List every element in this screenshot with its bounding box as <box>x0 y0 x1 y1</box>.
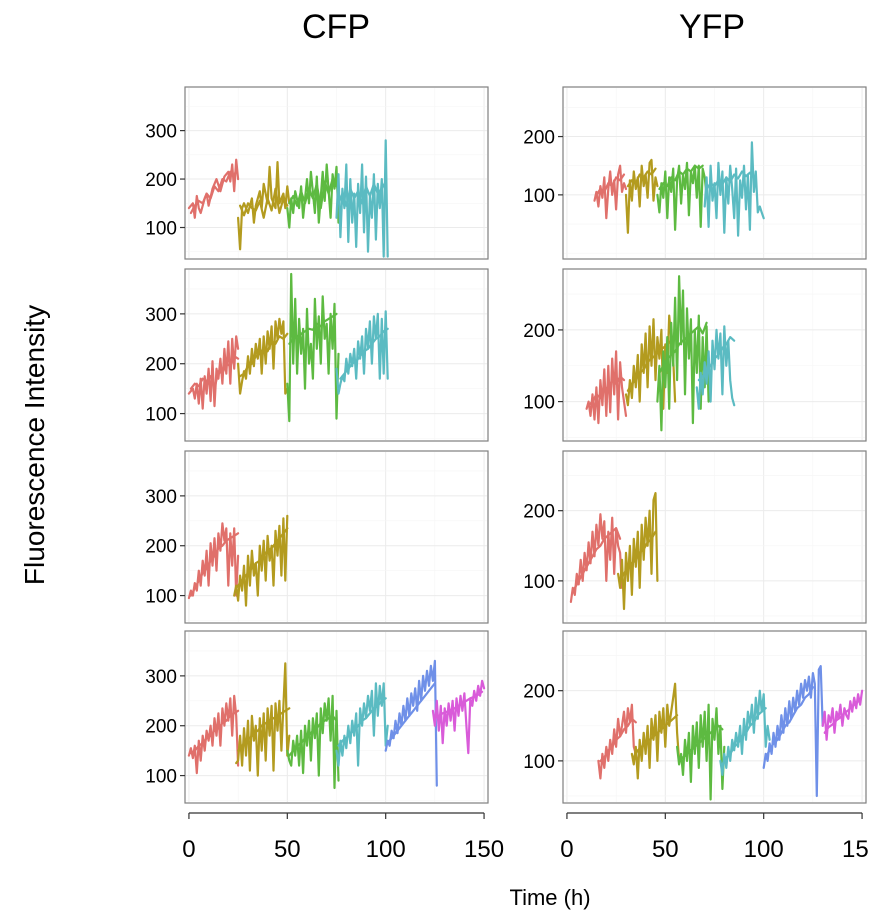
panel-cfp-row1-series-g3 <box>288 178 338 210</box>
panel-cfp-row4-series-g2 <box>237 707 291 752</box>
panel-yfp-row4-y-tick-label: 200 <box>523 682 555 703</box>
panel-yfp-row2-series-g4 <box>695 325 736 410</box>
panel-cfp-row2-series-g2 <box>237 317 289 395</box>
panel-cfp-row3-series-g2 <box>235 527 289 590</box>
panel-cfp-row1-series-g3 <box>286 163 340 229</box>
panel-yfp-row2-series-g3 <box>658 321 708 374</box>
panel-cfp-row4-y-tick-label: 200 <box>145 717 177 738</box>
panel-yfp-row4-series-g2 <box>632 714 679 759</box>
panel-cfp-row1-y-tick-label: 200 <box>145 170 177 191</box>
panel-yfp-row1-y-tick-label: 100 <box>523 186 555 207</box>
panel-yfp-row3-series-g2 <box>618 530 657 583</box>
panel-cfp-row4-series-g6 <box>431 679 486 755</box>
x-tick-label-yfp: 100 <box>744 836 784 863</box>
panel-yfp-row4-series-g5 <box>762 664 824 798</box>
panel-yfp-row4-series-g2 <box>630 682 681 780</box>
panel-cfp-row1-y-tick-label: 100 <box>145 219 177 240</box>
panel-yfp-row1-series-g3 <box>656 161 708 231</box>
panel-cfp-row2-y-tick-label: 300 <box>145 305 177 326</box>
panel-yfp-row1-series-g2 <box>626 167 657 188</box>
panel-cfp-row4-series-g6 <box>433 690 484 720</box>
panel-cfp-row2-series-g3 <box>288 312 338 345</box>
panel-cfp-row3-y-tick-label: 100 <box>145 587 177 608</box>
x-tick-label-yfp: 50 <box>652 836 679 863</box>
panel-yfp-row3-y-tick-label: 100 <box>523 572 555 593</box>
panel-yfp-row1-series-g1 <box>595 173 626 196</box>
panel-yfp-row2-series-g1 <box>587 375 626 407</box>
panel-cfp-row2-series-g2 <box>239 332 289 378</box>
panel-cfp-row1-series-g4 <box>337 180 387 207</box>
panel-yfp-row4-series-g4 <box>719 689 771 777</box>
panel-cfp-row1-series-g1 <box>189 168 238 215</box>
panel-yfp-row2-y-tick-label: 200 <box>523 321 555 342</box>
panel-yfp-row3-series-g1 <box>571 527 622 593</box>
x-tick-label-yfp: 150 <box>842 836 869 863</box>
column-title-cfp: CFP <box>302 8 370 46</box>
panel-yfp-row3-y-tick-label: 200 <box>523 502 555 523</box>
panel-yfp-row1-y-tick-label: 200 <box>523 128 555 149</box>
panel-yfp-row3-series-g2 <box>616 492 659 611</box>
panel-cfp-row3-series-g1 <box>189 532 240 597</box>
panel-yfp-row4-series-g3 <box>677 724 724 763</box>
panel-yfp-row1-series-g4 <box>705 170 756 191</box>
panel-yfp-row2-series-g1 <box>585 350 628 425</box>
panel-cfp-row4-series-g5 <box>384 659 438 787</box>
panel-cfp-row2-series-g4 <box>339 327 389 380</box>
panel-yfp-row4-series-g5 <box>764 686 815 759</box>
panel-yfp-row4-series-g1 <box>597 703 639 780</box>
x-tick-label-cfp: 100 <box>366 836 406 863</box>
panel-yfp-row4-series-g6 <box>823 697 862 734</box>
column-title-yfp: YFP <box>679 8 745 46</box>
panel-cfp-row1-y-tick-label: 300 <box>145 122 177 143</box>
panel-yfp-row2-y-tick-label: 100 <box>523 393 555 414</box>
panel-cfp-row3-y-tick-label: 200 <box>145 537 177 558</box>
panel-cfp-row1-series-g2 <box>237 161 291 251</box>
panel-yfp-row1-series-g3 <box>658 164 704 191</box>
panel-yfp-row1-series-g1 <box>593 164 628 220</box>
panel-cfp-row4-series-g3 <box>288 714 338 757</box>
panel-cfp-row2-y-tick-label: 200 <box>145 355 177 376</box>
panel-yfp-row4-y-tick-label: 100 <box>523 752 555 773</box>
panel-cfp-row3-y-tick-label: 300 <box>145 487 177 508</box>
x-tick-label-cfp: 0 <box>182 836 195 863</box>
panel-cfp-row4-y-tick-label: 100 <box>145 767 177 788</box>
y-axis-title: Fluorescence Intensity <box>19 305 50 585</box>
x-tick-label-yfp: 0 <box>560 836 573 863</box>
panel-yfp-row1-series-g4 <box>703 141 765 237</box>
panel-yfp-row4-series-g4 <box>721 707 767 766</box>
panel-yfp-row2-series-g4 <box>697 336 736 382</box>
x-tick-label-cfp: 50 <box>274 836 301 863</box>
x-tick-label-cfp: 150 <box>464 836 504 863</box>
panel-cfp-row4-series-g4 <box>337 697 387 747</box>
x-axis-title: Time (h) <box>509 885 590 910</box>
panel-yfp-row3-series-g1 <box>569 513 624 604</box>
panel-cfp-row2-series-g1 <box>187 335 240 410</box>
panel-cfp-row1-series-g2 <box>239 187 289 219</box>
panel-cfp-row1-series-g4 <box>335 139 389 258</box>
panel-cfp-row2-series-g3 <box>286 272 340 423</box>
panel-yfp-row4-series-g1 <box>599 717 637 763</box>
panel-cfp-row4-series-g1 <box>189 709 240 755</box>
panel-cfp-row1-series-g1 <box>187 158 240 219</box>
panel-cfp-row3-series-g1 <box>187 522 240 600</box>
panel-cfp-row2-y-tick-label: 100 <box>145 405 177 426</box>
panel-cfp-row2-series-g1 <box>189 355 240 390</box>
panel-cfp-row4-series-g5 <box>386 682 436 745</box>
panel-cfp-row4-y-tick-label: 300 <box>145 667 177 688</box>
panel-yfp-row4-series-g3 <box>675 703 726 801</box>
